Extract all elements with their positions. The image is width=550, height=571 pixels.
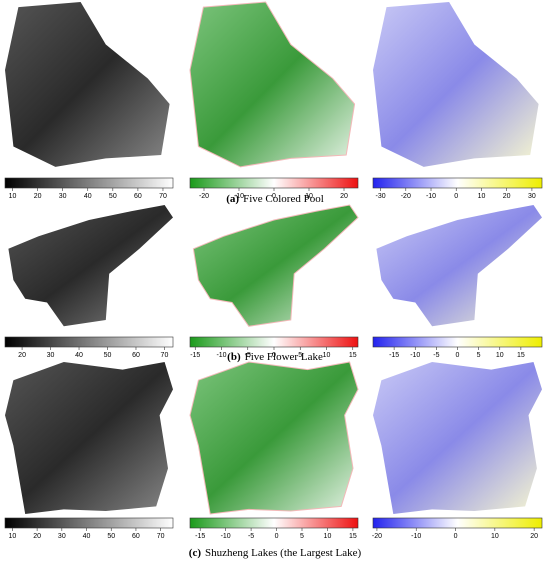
tick-label: 70 [161,352,169,359]
caption: (a) Five Colored Pool [226,193,324,205]
lake-image [373,362,542,514]
tick-label: 10 [478,193,486,200]
tick-label: -20 [199,193,209,200]
tick-label: 30 [47,352,55,359]
lake-image [5,2,170,167]
caption-label: (c) [189,547,202,559]
caption: (c) Shuzheng Lakes (the Largest Lake) [189,547,362,559]
caption: (b) Five Flower Lake [227,351,323,363]
tick-label: -10 [221,533,231,540]
colorbar [372,177,543,189]
tick-label: 0 [272,193,276,200]
tick-label: 20 [340,193,348,200]
tick-label: 70 [157,533,165,540]
tick-label: -15 [195,533,205,540]
lake-image [376,205,542,327]
tick-label: 20 [33,533,41,540]
colorbar [4,336,174,348]
tick-label: 0 [275,533,279,540]
tick-label: 10 [324,533,332,540]
lake-image [8,205,174,327]
tick-label: 40 [84,193,92,200]
tick-label: -15 [389,352,399,359]
tick-label: -20 [401,193,411,200]
tick-label: 0 [454,193,458,200]
tick-label: 20 [503,193,511,200]
tick-label: -5 [248,533,254,540]
tick-label: 15 [349,533,357,540]
tick-label: 20 [34,193,42,200]
tick-label: -30 [376,193,386,200]
colorbar [4,177,174,189]
tick-label: 15 [349,352,357,359]
colorbar [372,336,543,348]
tick-label: 5 [298,352,302,359]
caption-text: Five Flower Lake [245,351,323,363]
caption-text: Five Colored Pool [243,193,324,205]
colorbar [189,517,359,529]
tick-label: 10 [496,352,504,359]
tick-label: -10 [426,193,436,200]
tick-label: 60 [132,352,140,359]
tick-label: 0 [456,352,460,359]
tick-label: -5 [245,352,251,359]
tick-label: 10 [305,193,313,200]
lake-image [189,361,359,515]
tick-label: -10 [410,352,420,359]
tick-label: 50 [107,533,115,540]
tick-label: 5 [477,352,481,359]
lake-image [5,362,173,514]
tick-label: 30 [528,193,536,200]
colorbar [189,177,359,189]
tick-label: 40 [83,533,91,540]
tick-label: 30 [59,193,67,200]
tick-label: 10 [9,193,17,200]
tick-label: -5 [433,352,439,359]
tick-label: 15 [517,352,525,359]
tick-label: -10 [234,193,244,200]
tick-label: 0 [454,533,458,540]
tick-label: 0 [272,352,276,359]
tick-label: 50 [109,193,117,200]
tick-label: 70 [159,193,167,200]
tick-label: -20 [372,533,382,540]
caption-label: (b) [227,351,241,363]
colorbar [372,517,543,529]
tick-label: 60 [132,533,140,540]
tick-label: -10 [411,533,421,540]
tick-label: 10 [9,533,17,540]
tick-label: 5 [300,533,304,540]
lake-image [189,1,356,168]
tick-label: 10 [491,533,499,540]
tick-label: 20 [18,352,26,359]
colorbar [189,336,359,348]
tick-label: 40 [75,352,83,359]
tick-label: 50 [104,352,112,359]
tick-label: -10 [216,352,226,359]
caption-text: Shuzheng Lakes (the Largest Lake) [205,547,362,559]
tick-label: 10 [323,352,331,359]
tick-label: 20 [530,533,538,540]
colorbar [4,517,174,529]
tick-label: 30 [58,533,66,540]
lake-image [373,2,539,167]
tick-label: 60 [134,193,142,200]
caption-label: (a) [226,193,239,205]
tick-label: -15 [190,352,200,359]
lake-image [192,204,359,327]
